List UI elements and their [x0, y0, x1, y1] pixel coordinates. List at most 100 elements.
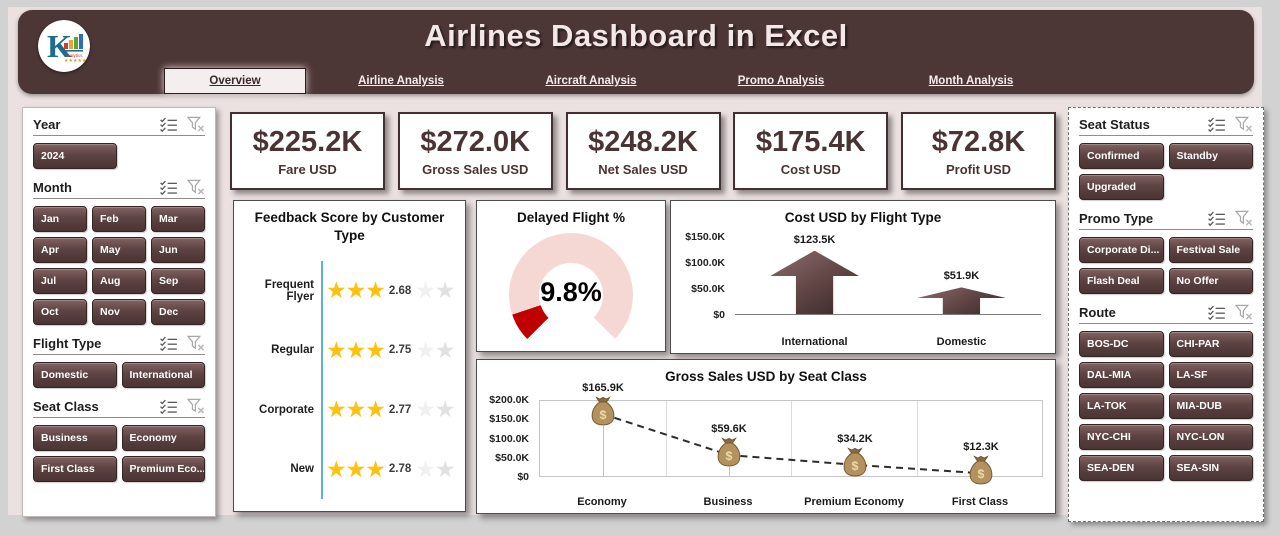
slicer-item-dec[interactable]: Dec: [151, 299, 205, 325]
trend-line: [602, 413, 982, 475]
multi-select-icon[interactable]: [1207, 305, 1226, 320]
rating-value: 2.78: [388, 463, 412, 476]
y-tick-label: $0: [713, 309, 725, 321]
multi-select-icon[interactable]: [159, 117, 178, 132]
rating-value: 2.68: [388, 284, 412, 297]
tab-airline-analysis[interactable]: Airline Analysis: [358, 75, 444, 87]
slicer-item-jun[interactable]: Jun: [151, 237, 205, 263]
slicer-item-mia-dub[interactable]: MIA-DUB: [1168, 393, 1253, 419]
multi-select-icon[interactable]: [1207, 211, 1226, 226]
sales-plot-area: $ $165.9K $ $59.6K $ $34.2K $ $12.3K: [539, 382, 1043, 485]
data-label: $59.6K: [711, 423, 747, 436]
slicer-item-confirmed[interactable]: Confirmed: [1079, 143, 1164, 169]
clear-filter-icon[interactable]: [1235, 304, 1253, 320]
slicer-item-corporate-di[interactable]: Corporate Di...: [1079, 237, 1164, 263]
money-bag-icon: $: [716, 436, 743, 472]
sales-y-axis: $200.0K $150.0K $100.0K $50.0K $0: [483, 394, 533, 483]
clear-filter-icon[interactable]: [187, 335, 205, 351]
data-label: $123.5K: [793, 233, 836, 246]
clear-filter-icon[interactable]: [187, 398, 205, 414]
slicer-item-flash-deal[interactable]: Flash Deal: [1079, 268, 1164, 294]
multi-select-icon[interactable]: [159, 336, 178, 351]
cost-bar-domestic: $51.9K: [917, 270, 1006, 314]
kpi-value: $72.8K: [931, 125, 1026, 158]
slicer-item-sea-sin[interactable]: SEA-SIN: [1168, 455, 1253, 481]
tab-bar: Overview Airline Analysis Aircraft Analysi…: [164, 68, 1066, 94]
slicer-item-jan[interactable]: Jan: [33, 206, 87, 232]
clear-filter-icon[interactable]: [1235, 116, 1253, 132]
slicer-item-la-sf[interactable]: LA-SF: [1168, 362, 1253, 388]
slicer-item-nyc-lon[interactable]: NYC-LON: [1168, 424, 1253, 450]
slicer-item-sep[interactable]: Sep: [151, 268, 205, 294]
slicer-seat-class: Seat Class Business Economy First Class Prem…: [33, 398, 205, 482]
category-label: Business: [703, 496, 753, 508]
svg-text:$: $: [852, 459, 859, 473]
slicer-item-chi-par[interactable]: CHI-PAR: [1168, 331, 1253, 357]
slicer-item-2024[interactable]: 2024: [33, 143, 117, 169]
svg-text:$: $: [978, 467, 985, 481]
gauge-hole: [539, 263, 603, 327]
slicer-month: Month Jan Feb Mar Apr May Jun Jul Aug Sep Oct Nov De…: [33, 179, 205, 325]
multi-select-icon[interactable]: [159, 399, 178, 414]
star-icon: ★: [326, 277, 347, 304]
data-label: $12.3K: [963, 441, 999, 454]
star-icon: ★: [415, 396, 436, 423]
slicer-item-festival-sale[interactable]: Festival Sale: [1168, 237, 1253, 263]
clear-filter-icon[interactable]: [187, 179, 205, 195]
slicer-item-standby[interactable]: Standby: [1168, 143, 1253, 169]
slicer-item-mar[interactable]: Mar: [151, 206, 205, 232]
slicer-item-business[interactable]: Business: [33, 425, 117, 451]
slicer-item-oct[interactable]: Oct: [33, 299, 87, 325]
slicer-seat-status: Seat Status Confirmed Standby Upgraded: [1079, 116, 1253, 200]
clear-filter-icon[interactable]: [1235, 210, 1253, 226]
cost-bar-international: $123.5K: [770, 234, 859, 314]
slicer-item-bos-dc[interactable]: BOS-DC: [1079, 331, 1164, 357]
tab-promo-analysis[interactable]: Promo Analysis: [737, 75, 825, 87]
chart-title: Feedback Score by Customer Type: [254, 210, 445, 244]
header: K analytics ★★★★★ Airlines Dashboard in …: [18, 10, 1254, 94]
tab-overview[interactable]: Overview: [164, 68, 306, 94]
gross-sales-by-seat-class-chart: Gross Sales USD by Seat Class $200.0K $15…: [476, 359, 1056, 514]
gridline: [665, 401, 667, 476]
svg-text:$: $: [726, 449, 733, 463]
cost-plot-area: $123.5K $51.9K: [735, 234, 1041, 315]
slicer-year: Year 2024: [33, 116, 205, 169]
slicer-item-upgraded[interactable]: Upgraded: [1079, 174, 1164, 200]
slicer-item-dal-mia[interactable]: DAL-MIA: [1079, 362, 1164, 388]
slicer-item-economy[interactable]: Economy: [121, 425, 205, 451]
tab-aircraft-analysis[interactable]: Aircraft Analysis: [545, 75, 637, 87]
feedback-row-frequent-flyer: Frequent Flyer ★ ★ ★ 2.68 ★ ★: [240, 261, 461, 321]
slicer-item-may[interactable]: May: [92, 237, 146, 263]
kpi-value: $248.2K: [588, 125, 698, 158]
money-bag-icon: $: [968, 455, 995, 491]
slicer-item-international[interactable]: International: [121, 362, 205, 388]
tab-month-analysis[interactable]: Month Analysis: [928, 75, 1014, 87]
kpi-card-fare-usd: $225.2K Fare USD: [230, 112, 385, 190]
slicer-item-nov[interactable]: Nov: [92, 299, 146, 325]
star-icon: ★: [415, 336, 436, 363]
multi-select-icon[interactable]: [1207, 117, 1226, 132]
slicer-item-domestic[interactable]: Domestic: [33, 362, 117, 388]
slicer-item-aug[interactable]: Aug: [92, 268, 146, 294]
up-arrow-icon: [770, 250, 859, 314]
slicer-item-sea-den[interactable]: SEA-DEN: [1079, 455, 1164, 481]
slicer-item-no-offer[interactable]: No Offer: [1168, 268, 1253, 294]
slicer-item-feb[interactable]: Feb: [92, 206, 146, 232]
slicer-title: Month: [33, 179, 72, 195]
rating-value: 2.77: [388, 403, 412, 416]
slicer-item-premium-eco[interactable]: Premium Eco...: [121, 456, 205, 482]
multi-select-icon[interactable]: [159, 180, 178, 195]
kpi-card-profit-usd: $72.8K Profit USD: [901, 112, 1056, 190]
star-icon: ★: [365, 396, 386, 423]
slicer-item-jul[interactable]: Jul: [33, 268, 87, 294]
clear-filter-icon[interactable]: [187, 116, 205, 132]
data-label: $165.9K: [582, 382, 624, 395]
star-icon: ★: [434, 455, 456, 482]
star-icon: ★: [345, 396, 367, 423]
slicer-item-nyc-chi[interactable]: NYC-CHI: [1079, 424, 1164, 450]
star-icon: ★: [365, 455, 386, 482]
slicer-item-first-class[interactable]: First Class: [33, 456, 117, 482]
chart-title: Delayed Flight %: [516, 210, 626, 225]
slicer-item-apr[interactable]: Apr: [33, 237, 87, 263]
slicer-item-la-tok[interactable]: LA-TOK: [1079, 393, 1164, 419]
